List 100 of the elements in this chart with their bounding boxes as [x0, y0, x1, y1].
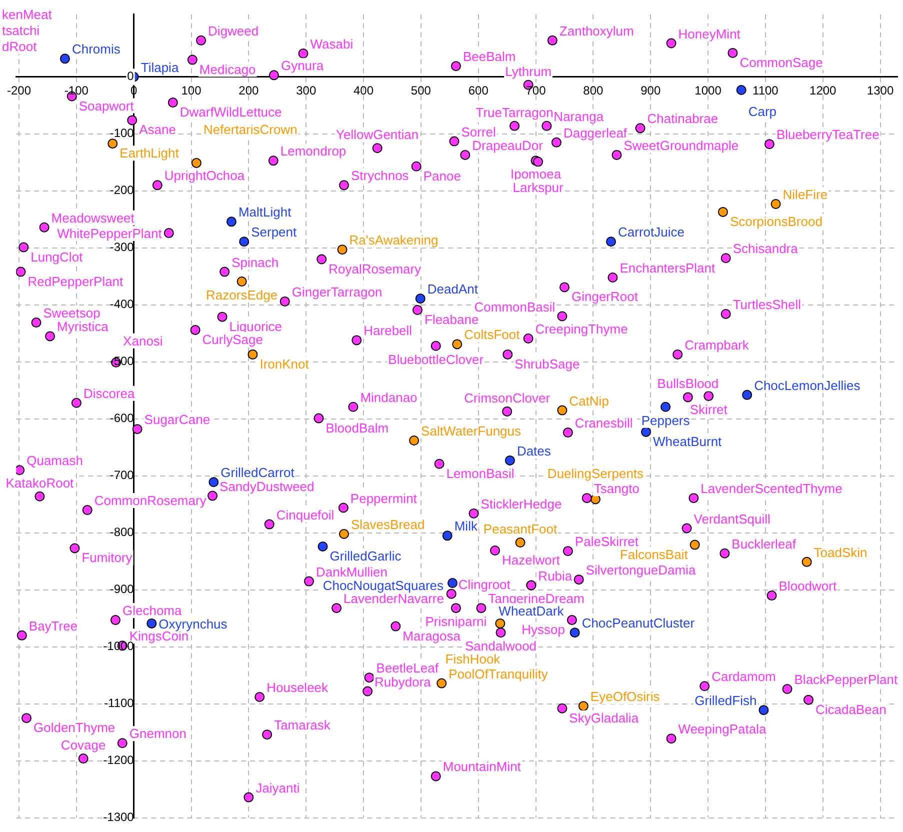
x-tick-label: 700: [526, 83, 546, 98]
x-tick-label: 1200: [810, 83, 837, 98]
data-label: Tsangto: [594, 481, 640, 496]
data-label: LemonBasil: [446, 466, 514, 481]
point: [239, 236, 250, 247]
data-label: FalconsBait: [620, 546, 688, 562]
point: [60, 54, 70, 64]
data-label: NefertarisCrown: [203, 122, 298, 137]
data-label: ToadSkin: [814, 544, 868, 560]
data-label: GrilledFish: [694, 693, 757, 708]
data-label: LungClot: [30, 249, 84, 264]
data-label: SaltWaterFungus: [421, 424, 522, 439]
annotation: kenMeat: [2, 7, 52, 22]
x-tick-label: 500: [410, 83, 432, 98]
data-label: EyeOfOsiris: [590, 689, 660, 704]
data-label: Asane: [139, 122, 176, 138]
data-label: FishHook: [445, 651, 501, 666]
point: [236, 276, 247, 286]
data-label: Fleabane: [424, 312, 479, 327]
data-label: Crampbark: [684, 337, 750, 352]
data-label: DuelingSerpents: [547, 466, 644, 482]
x-tick-label: 100: [181, 83, 202, 98]
data-label: Oxyrynchus: [158, 616, 228, 632]
data-label: GrilledGarlic: [330, 548, 402, 564]
data-label: Medicago: [199, 62, 256, 77]
data-label: Milk: [454, 518, 478, 534]
data-label: GoldenThyme: [33, 720, 116, 736]
data-label: Quamash: [26, 453, 83, 468]
data-label: Larkspur: [512, 180, 564, 195]
data-label: Xanosi: [123, 333, 163, 348]
data-label: RazorsEdge: [206, 287, 278, 302]
data-label: Rubia: [538, 568, 573, 584]
data-label: YellowGentian: [336, 127, 419, 142]
data-label: ShrubSage: [514, 356, 580, 372]
y-tick-label: -200: [110, 183, 134, 198]
data-label: Peppermint: [350, 490, 418, 506]
data-label: IronKnot: [260, 356, 310, 372]
data-label: WeepingPatala: [678, 722, 767, 737]
data-label: Chatinabrae: [647, 111, 718, 126]
data-label: Lythrum: [505, 64, 552, 79]
data-label: Hyssop: [522, 622, 565, 638]
x-tick-label: 800: [583, 83, 604, 98]
y-tick-label: -800: [110, 525, 134, 540]
y-tick-label: -700: [110, 468, 134, 482]
data-label: Cardamom: [712, 669, 776, 684]
data-label: CarrotJuice: [618, 224, 684, 240]
data-label: ChocPeanutCluster: [582, 616, 696, 631]
data-label: Dates: [516, 443, 552, 458]
data-label: CommonSage: [740, 54, 823, 70]
data-label: Serpent: [251, 224, 298, 240]
x-tick-label: 400: [354, 83, 374, 98]
point: [606, 236, 616, 247]
point: [690, 540, 700, 550]
data-label: BluebottleClover: [388, 352, 484, 367]
data-label: Mindanao: [360, 390, 418, 405]
data-label: Liquorice: [229, 318, 282, 334]
point: [570, 628, 580, 638]
data-label: BeeBalm: [462, 49, 516, 64]
data-label: Gynura: [280, 58, 324, 74]
data-label: TurtlesShell: [732, 296, 802, 312]
data-label: Ipomoea: [510, 166, 562, 182]
y-tick-label: -100: [110, 126, 134, 140]
data-label: Sorrel: [461, 124, 496, 140]
data-label: Tamarask: [274, 718, 331, 733]
y-tick-label: -1200: [103, 753, 134, 768]
data-label: BullsBlood: [657, 376, 719, 392]
data-label: Bloodwort: [778, 578, 837, 594]
x-tick-label: 1000: [694, 83, 722, 98]
data-label: Fumitory: [82, 550, 133, 566]
y-tick-label: -1100: [104, 696, 134, 710]
data-label: ScorpionsBrood: [730, 214, 822, 229]
y-tick-label: -600: [110, 411, 134, 426]
data-label: KatakoRoot: [6, 475, 74, 490]
point: [758, 705, 769, 716]
x-tick-label: 300: [296, 83, 316, 98]
data-label: Covage: [60, 738, 106, 753]
point: [718, 206, 728, 217]
y-tick-label: -300: [110, 240, 134, 254]
point: [436, 678, 447, 688]
data-label: Skirret: [690, 402, 728, 418]
data-label: Prisniparni: [425, 614, 487, 630]
data-label: Glechoma: [122, 603, 183, 618]
data-label: BlackPepperPlant: [794, 672, 898, 687]
point: [415, 294, 426, 304]
data-label: Tilapia: [140, 60, 180, 75]
data-label: PaleSkirret: [574, 534, 639, 550]
data-label: Peppers: [641, 412, 690, 428]
data-label: BlueberryTeaTree: [776, 127, 880, 142]
data-label: Spinach: [232, 254, 279, 270]
point: [515, 538, 526, 548]
point: [191, 158, 202, 168]
data-label: Daggerleaf: [563, 125, 628, 140]
data-label: UprightOchoa: [164, 168, 246, 184]
x-tick-label: -200: [7, 83, 32, 98]
data-label: MaltLight: [238, 204, 292, 220]
data-label: TrueTarragon: [476, 104, 554, 120]
data-label: PoolOfTranquility: [448, 666, 548, 682]
data-label: Myristica: [57, 319, 110, 334]
point: [578, 701, 588, 712]
y-tick-label: -400: [110, 297, 134, 312]
